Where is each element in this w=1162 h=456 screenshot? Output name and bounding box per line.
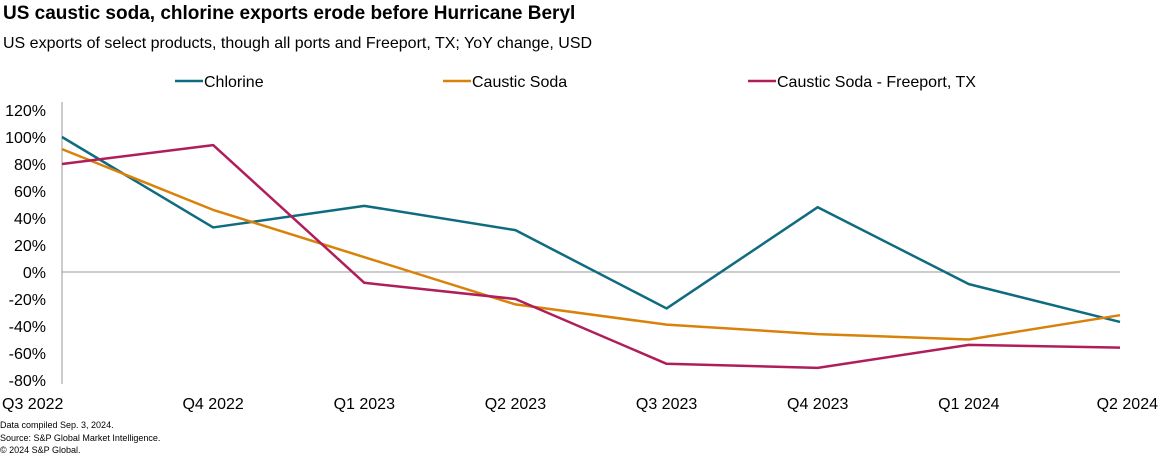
legend-label: Caustic Soda - Freeport, TX	[777, 74, 976, 91]
y-tick-label: 40%	[14, 211, 46, 228]
x-tick-label: Q4 2023	[787, 396, 848, 413]
legend-label: Caustic Soda	[472, 74, 567, 91]
y-tick-label: 120%	[5, 103, 46, 120]
y-tick-label: 0%	[23, 265, 46, 282]
x-tick-label: Q4 2022	[182, 396, 243, 413]
x-tick-label: Q2 2023	[485, 396, 546, 413]
legend-label: Chlorine	[204, 74, 264, 91]
chart-subtitle: US exports of select products, though al…	[3, 35, 593, 52]
y-tick-label: 100%	[5, 130, 46, 147]
series-line-0	[61, 135, 1121, 324]
y-tick-label: 60%	[14, 184, 46, 201]
y-tick-label: -60%	[9, 346, 46, 363]
chart-title: US caustic soda, chlorine exports erode …	[3, 3, 576, 24]
footnote-copyright: © 2024 S&P Global.	[0, 445, 81, 455]
y-tick-label: -40%	[9, 319, 46, 336]
y-tick-label: -20%	[9, 292, 46, 309]
footnote-date: Data compiled Sep. 3, 2024.	[0, 420, 114, 430]
footnote-source: Source: S&P Global Market Intelligence.	[0, 433, 161, 443]
x-tick-label: Q1 2024	[938, 396, 999, 413]
x-tick-label: Q1 2023	[334, 396, 395, 413]
y-tick-label: -80%	[9, 373, 46, 390]
x-tick-label: Q2 2024	[1097, 396, 1158, 413]
y-tick-label: 80%	[14, 157, 46, 174]
x-tick-label: Q3 2023	[636, 396, 697, 413]
x-tick-label: Q3 2022	[2, 396, 63, 413]
y-tick-label: 20%	[14, 238, 46, 255]
series-line-1	[61, 147, 1121, 341]
series-line-2	[61, 143, 1121, 370]
